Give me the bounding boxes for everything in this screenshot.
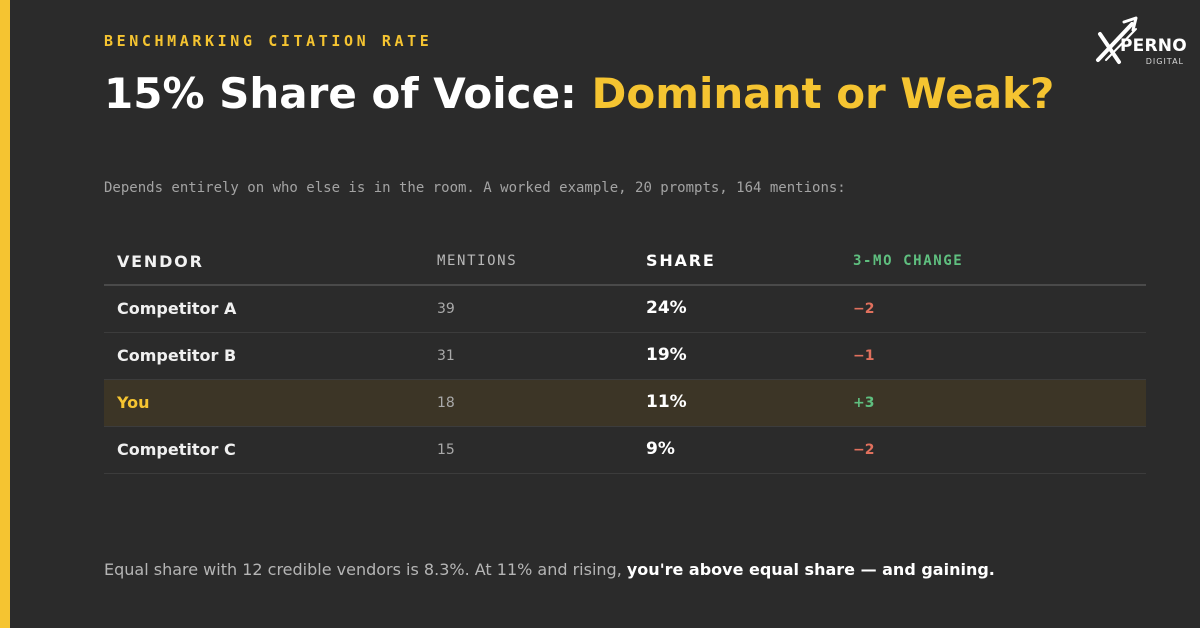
logo-wordmark: PERNO: [1120, 36, 1187, 56]
vendor-share-table: VENDOR MENTIONS SHARE 3-MO CHANGE Compet…: [104, 238, 1146, 474]
share-cell: 11%: [646, 392, 687, 412]
brand-logo: PERNO DIGITAL: [1092, 16, 1187, 68]
x-arrow-logo-icon: [1096, 16, 1138, 64]
share-cell: 24%: [646, 298, 687, 318]
page-title: 15% Share of Voice: Dominant or Weak?: [104, 66, 1054, 122]
vendor-cell: Competitor C: [117, 440, 236, 459]
header-share: SHARE: [646, 251, 716, 270]
title-highlight: Dominant or Weak?: [591, 69, 1055, 118]
change-cell: +3: [853, 395, 875, 411]
footer-note: Equal share with 12 credible vendors is …: [104, 560, 995, 579]
share-cell: 19%: [646, 345, 687, 365]
header-change: 3-MO CHANGE: [853, 253, 964, 269]
mentions-cell: 18: [437, 395, 455, 411]
logo-subtext: DIGITAL: [1145, 57, 1184, 66]
table-row: Competitor B 31 19% −1: [104, 333, 1146, 380]
header-vendor: VENDOR: [117, 252, 204, 271]
mentions-cell: 39: [437, 301, 455, 317]
footer-emphasis: you're above equal share — and gaining.: [626, 560, 995, 579]
title-prefix: 15% Share of Voice:: [104, 69, 592, 118]
subtitle: Depends entirely on who else is in the r…: [104, 180, 846, 196]
change-cell: −2: [853, 442, 875, 458]
table-header-row: VENDOR MENTIONS SHARE 3-MO CHANGE: [104, 238, 1146, 286]
header-mentions: MENTIONS: [437, 253, 518, 269]
footer-text: Equal share with 12 credible vendors is …: [104, 560, 627, 579]
accent-bar: [0, 0, 10, 628]
share-cell: 9%: [646, 439, 675, 459]
table-row-highlighted: You 18 11% +3: [104, 380, 1146, 427]
mentions-cell: 15: [437, 442, 455, 458]
vendor-cell: Competitor A: [117, 299, 237, 318]
eyebrow-label: BENCHMARKING CITATION RATE: [104, 32, 433, 50]
vendor-cell: Competitor B: [117, 346, 237, 365]
table-row: Competitor C 15 9% −2: [104, 427, 1146, 474]
vendor-cell: You: [117, 393, 150, 412]
mentions-cell: 31: [437, 348, 455, 364]
table-row: Competitor A 39 24% −2: [104, 286, 1146, 333]
change-cell: −1: [853, 348, 875, 364]
change-cell: −2: [853, 301, 875, 317]
